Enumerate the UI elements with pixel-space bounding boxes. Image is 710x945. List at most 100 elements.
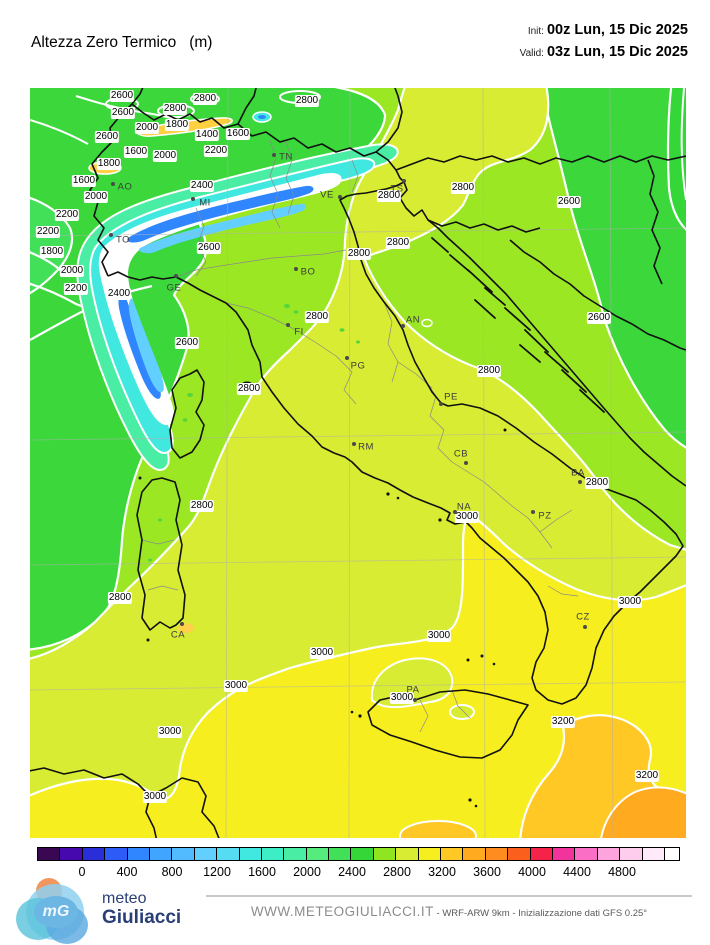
contour-label: 2800 (476, 365, 502, 377)
color-scale-tick: 4000 (518, 865, 546, 879)
init-row: Init: 00z Lun, 15 Dic 2025 (520, 20, 688, 42)
color-scale-bar (37, 847, 680, 861)
contour-label: 2400 (189, 180, 215, 192)
color-scale-tick: 2000 (293, 865, 321, 879)
init-value: 00z Lun, 15 Dic 2025 (546, 22, 688, 38)
color-scale-segment (38, 848, 61, 860)
color-scale-segment (127, 848, 150, 860)
color-scale-segment (329, 848, 352, 860)
contour-label: 1600 (225, 128, 251, 140)
city-label: CB (453, 448, 469, 460)
contour-label: 2800 (385, 237, 411, 249)
contour-label: 2800 (304, 311, 330, 323)
color-scale-segment (82, 848, 106, 860)
city-label: CA (170, 629, 186, 641)
color-scale-segment (552, 848, 576, 860)
city-label: AO (117, 181, 133, 193)
footer-divider (206, 895, 692, 897)
color-scale-segment (149, 848, 173, 860)
color-scale-segment (508, 848, 531, 860)
color-scale-segment (597, 848, 621, 860)
city-dot (345, 356, 349, 360)
color-scale-segment (530, 848, 553, 860)
run-info: Init: 00z Lun, 15 Dic 2025 Valid: 03z Lun,… (520, 20, 688, 64)
website-link[interactable]: WWW.METEOGIULIACCI.IT (250, 904, 434, 919)
color-scale-segment (575, 848, 598, 860)
city-dot (338, 195, 342, 199)
city-label: FI (294, 326, 304, 338)
brand-text: meteo Giuliacci (102, 889, 181, 927)
city-dot (180, 622, 184, 626)
color-scale-tick: 3200 (428, 865, 456, 879)
city-label: PG (350, 360, 366, 372)
color-scale-segment (373, 848, 397, 860)
contour-label: 3000 (157, 726, 183, 738)
city-dot (453, 510, 457, 514)
city-dot (286, 323, 290, 327)
city-dot (352, 442, 356, 446)
city-label: CZ (576, 611, 590, 623)
color-scale-tick: 4400 (563, 865, 591, 879)
color-scale-segment (396, 848, 419, 860)
color-scale-tick: 3600 (473, 865, 501, 879)
contour-label: 2800 (236, 383, 262, 395)
contour-label: 1400 (194, 129, 220, 141)
city-dot (294, 267, 298, 271)
contour-label: 2600 (94, 131, 120, 143)
contour-label: 2800 (294, 95, 320, 107)
color-scale-segment (239, 848, 262, 860)
city-label: TN (279, 151, 293, 163)
city-dot (413, 698, 417, 702)
contour-label: 3000 (389, 692, 415, 704)
contour-label: 1800 (164, 119, 190, 131)
city-dot (111, 182, 115, 186)
contour-label: 2800 (107, 592, 133, 604)
contour-label: 2800 (584, 477, 610, 489)
city-label: BA (571, 467, 585, 479)
contour-label: 2800 (189, 500, 215, 512)
contour-label: 1800 (39, 246, 65, 258)
contour-label: 2600 (586, 312, 612, 324)
contour-label: 2600 (556, 196, 582, 208)
contour-label: 2400 (106, 288, 132, 300)
color-scale-segment (351, 848, 374, 860)
contour-label: 2000 (59, 265, 85, 277)
contour-label: 3000 (309, 647, 335, 659)
brand-line2: Giuliacci (102, 907, 182, 928)
color-scale-segment (664, 848, 679, 860)
city-label: MI (199, 197, 211, 209)
city-dot (191, 197, 195, 201)
city-label: PE (444, 391, 458, 403)
footer-credits: WWW.METEOGIULIACCI.IT - WRF-ARW 9km - In… (206, 903, 692, 921)
page-title: Altezza Zero Termico (m) (31, 34, 213, 51)
color-scale-tick: 2800 (383, 865, 411, 879)
color-scale-segment (418, 848, 442, 860)
color-scale-segment (284, 848, 307, 860)
color-scale-segment (642, 848, 665, 860)
color-scale-tick: 4800 (608, 865, 636, 879)
city-dot (578, 480, 582, 484)
contour-label: 2800 (192, 93, 218, 105)
city-label: TO (115, 234, 131, 246)
contour-label: 2800 (450, 182, 476, 194)
contour-label: 2200 (203, 145, 229, 157)
city-dot (272, 153, 276, 157)
city-dot (401, 324, 405, 328)
contour-label: 3200 (634, 770, 660, 782)
contour-label: 2000 (152, 150, 178, 162)
color-scale-segment (463, 848, 486, 860)
contour-label: 2200 (54, 209, 80, 221)
color-scale-segment (60, 848, 83, 860)
contour-label: 2200 (63, 283, 89, 295)
city-dot (109, 233, 113, 237)
city-dot (402, 179, 406, 183)
city-label: VE (320, 189, 334, 201)
city-label: AN (405, 314, 421, 326)
city-dot (174, 274, 178, 278)
contour-label: 2800 (376, 190, 402, 202)
contour-label: 3000 (142, 791, 168, 803)
contour-label: 3200 (550, 716, 576, 728)
color-scale-segment (194, 848, 218, 860)
color-scale-segment (261, 848, 285, 860)
color-scale-tick: 2400 (338, 865, 366, 879)
